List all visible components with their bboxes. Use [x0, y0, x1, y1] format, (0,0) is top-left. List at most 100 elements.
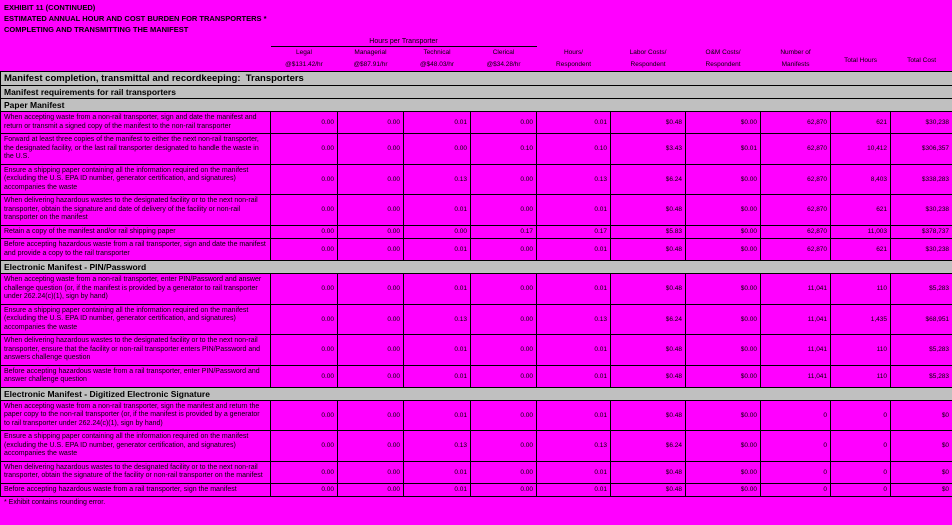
value-cell: 0.00: [270, 482, 338, 497]
column-header-line1: Labor Costs/: [629, 49, 667, 56]
value-cell: 0.00: [337, 430, 404, 462]
value-cell: 0.01: [403, 364, 471, 388]
value-cell: 0.00: [337, 273, 404, 305]
value-cell: $0: [890, 399, 952, 431]
activity-cell: When accepting waste from a non-rail tra…: [0, 111, 271, 134]
value-cell: 62,870: [760, 111, 832, 134]
value-cell: $0.01: [685, 133, 762, 165]
value-cell: $0.00: [685, 194, 762, 226]
activity-cell: Before accepting hazardous waste from a …: [0, 482, 271, 497]
value-cell: 0.01: [536, 399, 612, 431]
value-cell: $6.24: [610, 430, 687, 462]
value-cell: 0.00: [469, 334, 538, 366]
activity-cell: Retain a copy of the manifest and/or rai…: [0, 224, 271, 239]
column-header: O&M Costs/Respondent: [685, 47, 761, 72]
value-cell: 0.00: [270, 364, 338, 388]
value-cell: 62,870: [760, 194, 832, 226]
activity-cell: Ensure a shipping paper containing all t…: [0, 303, 271, 335]
value-cell: 0.00: [270, 430, 338, 462]
value-cell: 0.00: [469, 111, 538, 134]
value-cell: 0.00: [469, 399, 538, 431]
value-cell: 0.00: [270, 133, 338, 165]
table-row: When delivering hazardous wastes to the …: [0, 334, 952, 366]
value-cell: 0.00: [337, 334, 404, 366]
group-header-spacer-right: [536, 38, 952, 47]
value-cell: $3.43: [610, 133, 687, 165]
value-cell: 11,041: [760, 273, 832, 305]
column-header-line2: [831, 67, 891, 71]
value-cell: 0.10: [536, 133, 612, 165]
table-body: Manifest completion, transmittal and rec…: [0, 71, 952, 497]
value-cell: 0.00: [270, 163, 338, 195]
table-row: Ensure a shipping paper containing all t…: [0, 163, 952, 195]
value-cell: 0.13: [403, 430, 471, 462]
value-cell: $0.48: [610, 334, 687, 366]
value-cell: 0.01: [403, 334, 471, 366]
column-header-line1: O&M Costs/: [705, 49, 741, 56]
value-cell: 0: [830, 399, 892, 431]
activity-column-spacer: [0, 47, 271, 72]
group-header-row: Hours per Transporter: [0, 38, 952, 47]
value-cell: 0.10: [469, 133, 538, 165]
value-cell: 62,870: [760, 133, 832, 165]
value-cell: 0.00: [469, 364, 538, 388]
value-cell: 0.13: [536, 163, 612, 195]
value-cell: 10,412: [830, 133, 892, 165]
value-cell: 0: [760, 399, 832, 431]
value-cell: $0.00: [685, 482, 762, 497]
value-cell: $68,951: [890, 303, 952, 335]
column-header-line1: Total Cost: [907, 57, 936, 64]
section-header-row: Electronic Manifest - Digitized Electron…: [0, 386, 952, 401]
value-cell: 0: [830, 482, 892, 497]
value-cell: 0.01: [403, 194, 471, 226]
activity-cell: Forward at least three copies of the man…: [0, 133, 271, 165]
column-header-line1: Managerial: [354, 49, 387, 56]
value-cell: $0: [890, 482, 952, 497]
value-cell: 0.00: [337, 224, 404, 239]
value-cell: 8,403: [830, 163, 892, 195]
table-row: When delivering hazardous wastes to the …: [0, 194, 952, 226]
column-header-row: Legal @$131.42/hr Managerial @$87.91/hr Tech…: [0, 47, 952, 72]
activity-cell: Ensure a shipping paper containing all t…: [0, 163, 271, 195]
value-cell: 0.13: [536, 303, 612, 335]
banner-row-main: Manifest completion, transmittal and rec…: [0, 71, 952, 86]
column-header: Technical @$48.03/hr: [403, 47, 471, 72]
section-header-row: Electronic Manifest - PIN/Password: [0, 260, 952, 274]
value-cell: $0.00: [685, 303, 762, 335]
value-cell: 110: [830, 273, 892, 305]
value-cell: 0.13: [536, 430, 612, 462]
value-cell: 0.01: [403, 111, 471, 134]
value-cell: 0.00: [270, 303, 338, 335]
value-cell: 0.00: [337, 238, 404, 261]
value-cell: $0.00: [685, 334, 762, 366]
value-cell: 0.00: [469, 430, 538, 462]
exhibit-title-line2: ESTIMATED ANNUAL HOUR AND COST BURDEN FO…: [4, 14, 267, 23]
table-row: Forward at least three copies of the man…: [0, 133, 952, 165]
value-cell: 62,870: [760, 238, 832, 261]
activity-cell: When delivering hazardous wastes to the …: [0, 334, 271, 366]
activity-cell: Ensure a shipping paper containing all t…: [0, 430, 271, 462]
value-cell: 0.00: [469, 460, 538, 484]
value-cell: $0.48: [610, 364, 687, 388]
column-header-line2: @$48.03/hr: [419, 61, 455, 68]
value-cell: $0.00: [685, 364, 762, 388]
column-header-line1: Legal: [296, 49, 312, 56]
table-row: Before accepting hazardous waste from a …: [0, 238, 952, 261]
value-cell: 0.01: [536, 482, 612, 497]
section-header-label: Electronic Manifest - Digitized Electron…: [0, 386, 952, 401]
column-header-line2: Respondent: [556, 61, 592, 68]
column-header-line2: @$131.42/hr: [285, 61, 323, 68]
value-cell: 0.17: [536, 224, 612, 239]
value-cell: $0.00: [685, 273, 762, 305]
value-cell: $0.00: [685, 460, 762, 484]
value-cell: $0.48: [610, 273, 687, 305]
column-header: Total Hours: [830, 47, 891, 72]
value-cell: 0.00: [469, 194, 538, 226]
column-header: Labor Costs/Respondent: [610, 47, 686, 72]
value-cell: 0.00: [270, 273, 338, 305]
value-cell: 62,870: [760, 224, 832, 239]
value-cell: $0.48: [610, 482, 687, 497]
value-cell: 110: [830, 364, 892, 388]
value-cell: $0.48: [610, 460, 687, 484]
value-cell: 0: [760, 460, 832, 484]
